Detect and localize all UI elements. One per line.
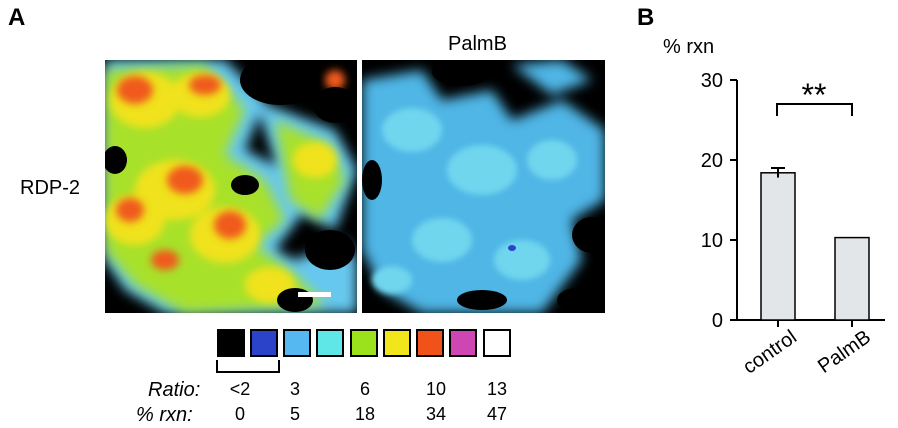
ratio-value: 10 [425, 379, 447, 399]
legend-swatch [283, 329, 311, 357]
legend-swatch [316, 329, 344, 357]
ratio-value: <2 [229, 379, 251, 399]
y-tick-label: 0 [712, 310, 723, 332]
significance-annotation: ** [776, 77, 853, 116]
ratio-value: 6 [359, 379, 370, 399]
chart-bars [760, 167, 870, 321]
x-tick-label: PalmB [814, 326, 875, 378]
palmb-micrograph-image [362, 60, 605, 313]
significance-stars: ** [802, 77, 827, 113]
control-micrograph-image [105, 60, 357, 313]
scale-bar [298, 292, 331, 297]
significance-bracket [776, 103, 853, 116]
y-tick-label: 20 [701, 150, 723, 172]
ratio-label: Ratio: [148, 379, 201, 401]
ratio-value: 13 [486, 379, 508, 399]
bar [834, 236, 870, 321]
rxn-value: 34 [425, 404, 447, 424]
x-tick-label: control [739, 326, 801, 378]
y-tick-label: 10 [701, 230, 723, 252]
legend-swatch [416, 329, 444, 357]
rxn-value: 47 [486, 404, 508, 424]
legend-swatch [250, 329, 278, 357]
rdp2-row-label: RDP-2 [20, 177, 81, 199]
legend-swatch [449, 329, 477, 357]
legend-swatch [217, 329, 245, 357]
rxn-value: 0 [234, 404, 245, 424]
control-micrograph [105, 60, 357, 313]
bar [760, 172, 796, 321]
chart-y-label: % rxn [663, 36, 715, 58]
rxn-value: 18 [354, 404, 376, 424]
bar-chart: 0 10 20 30 control PalmB ** [701, 70, 885, 379]
palmb-micrograph [362, 60, 605, 313]
rxn-label: % rxn: [136, 404, 193, 426]
rxn-value: 5 [289, 404, 300, 424]
panel-a-letter: A [8, 4, 26, 31]
legend-swatch [350, 329, 378, 357]
palmb-column-label: PalmB [448, 33, 507, 55]
panel-b-letter: B [637, 4, 655, 31]
legend-bracket [216, 360, 280, 373]
legend-swatch [383, 329, 411, 357]
legend-swatch [483, 329, 511, 357]
y-tick-label: 30 [701, 70, 723, 92]
ratio-value: 3 [289, 379, 300, 399]
